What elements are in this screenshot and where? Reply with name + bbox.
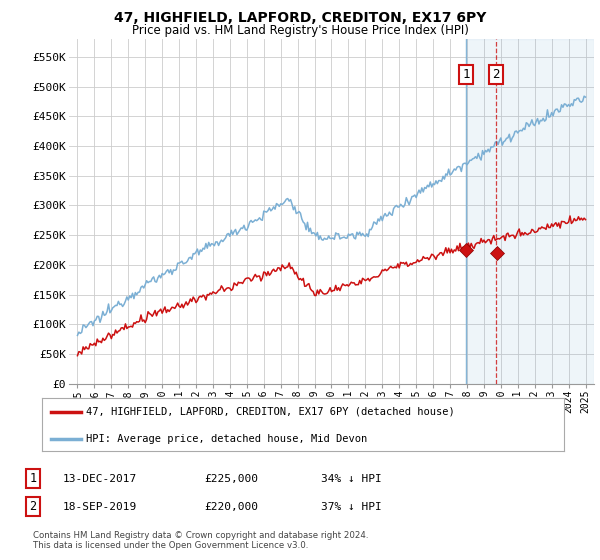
Text: 13-DEC-2017: 13-DEC-2017: [63, 474, 137, 484]
Text: 18-SEP-2019: 18-SEP-2019: [63, 502, 137, 512]
Bar: [466, 39, 594, 384]
Text: £220,000: £220,000: [204, 502, 258, 512]
Text: 2: 2: [493, 68, 500, 81]
Text: 47, HIGHFIELD, LAPFORD, CREDITON, EX17 6PY (detached house): 47, HIGHFIELD, LAPFORD, CREDITON, EX17 6…: [86, 407, 455, 417]
Text: 37% ↓ HPI: 37% ↓ HPI: [321, 502, 382, 512]
Text: £225,000: £225,000: [204, 474, 258, 484]
Text: 34% ↓ HPI: 34% ↓ HPI: [321, 474, 382, 484]
Text: 47, HIGHFIELD, LAPFORD, CREDITON, EX17 6PY: 47, HIGHFIELD, LAPFORD, CREDITON, EX17 6…: [114, 11, 486, 25]
Text: 1: 1: [463, 68, 470, 81]
Text: 2: 2: [29, 500, 37, 514]
Text: 1: 1: [29, 472, 37, 486]
Text: HPI: Average price, detached house, Mid Devon: HPI: Average price, detached house, Mid …: [86, 434, 368, 444]
Text: Price paid vs. HM Land Registry's House Price Index (HPI): Price paid vs. HM Land Registry's House …: [131, 24, 469, 36]
Text: Contains HM Land Registry data © Crown copyright and database right 2024.
This d: Contains HM Land Registry data © Crown c…: [33, 531, 368, 550]
